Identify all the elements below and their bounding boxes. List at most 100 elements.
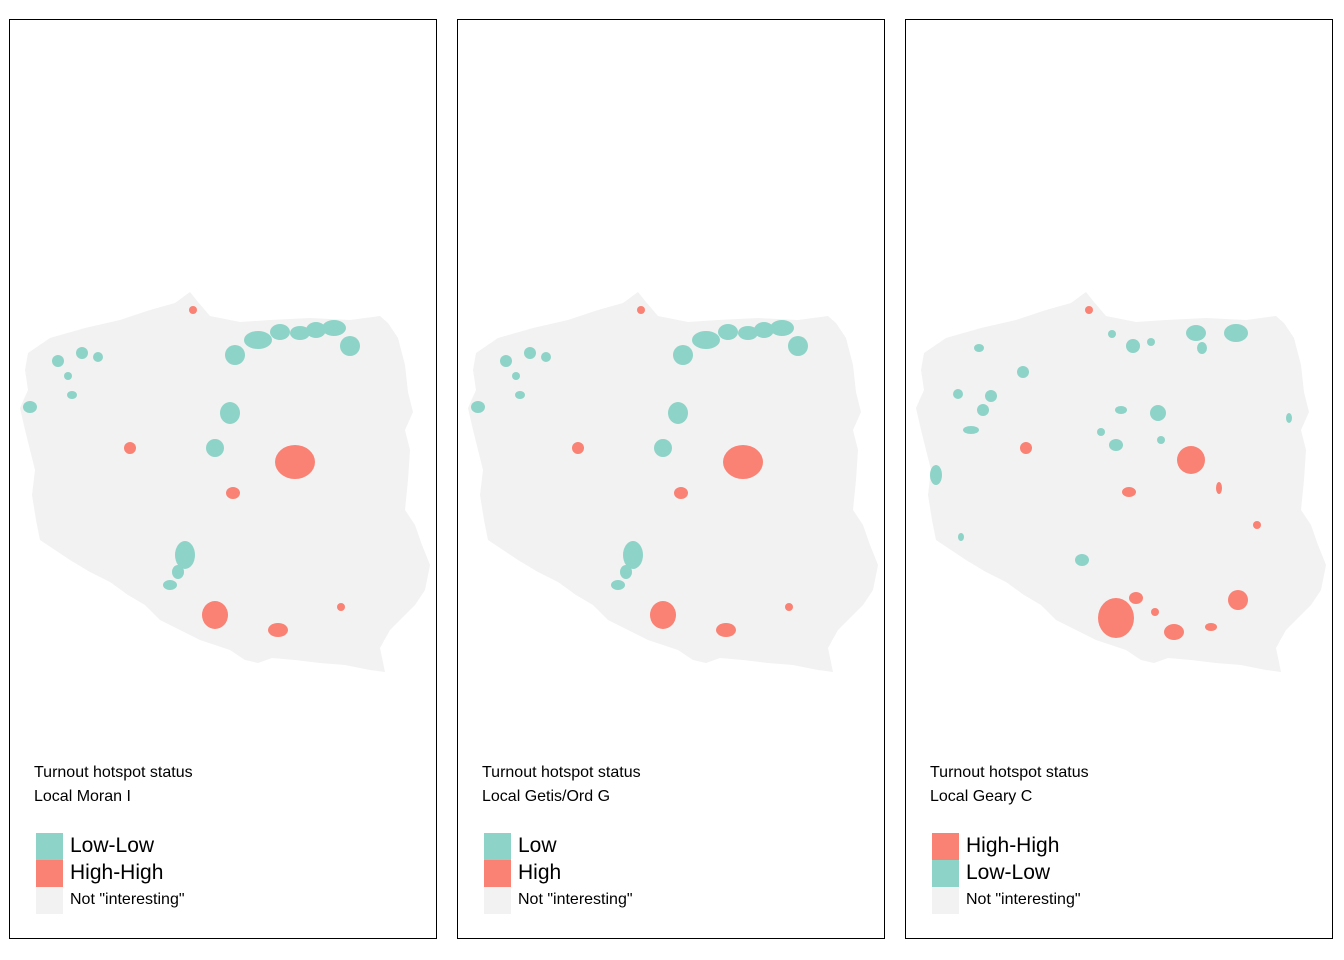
- legend-label: High: [518, 861, 562, 884]
- hotspot-low-region: [985, 390, 997, 402]
- hotspot-low-region: [306, 322, 326, 338]
- legend-swatch: [932, 833, 959, 860]
- hotspot-low-region: [1075, 554, 1089, 566]
- hotspot-low-region: [1197, 342, 1207, 354]
- legend-label: High-High: [966, 834, 1060, 857]
- map-panel-getis-ord: Turnout hotspot status Local Getis/Ord G L…: [457, 19, 885, 939]
- hotspot-high-region: [650, 601, 676, 629]
- legend-swatch: [932, 860, 959, 887]
- hotspot-low-region: [754, 322, 774, 338]
- hotspot-low-region: [623, 541, 643, 569]
- hotspot-low-region: [673, 345, 693, 365]
- legend-item: High-High: [932, 833, 1312, 860]
- hotspot-low-region: [270, 324, 290, 340]
- hotspot-low-region: [1224, 324, 1248, 342]
- hotspot-high-region: [572, 442, 584, 454]
- hotspot-low-region: [1017, 366, 1029, 378]
- hotspot-low-region: [515, 391, 525, 399]
- hotspot-low-region: [524, 347, 536, 359]
- legend-item: High-High: [36, 860, 416, 887]
- hotspot-high-region: [268, 623, 288, 637]
- hotspot-high-region: [1085, 306, 1093, 314]
- country-outline: [20, 292, 430, 672]
- hotspot-low-region: [512, 372, 520, 380]
- choropleth-map: [20, 292, 430, 672]
- hotspot-high-region: [1216, 482, 1222, 494]
- legend-item: High: [484, 860, 864, 887]
- map-panel-geary: Turnout hotspot status Local Geary C High-…: [905, 19, 1333, 939]
- hotspot-low-region: [1109, 439, 1123, 451]
- legend-label: Low: [518, 834, 557, 857]
- hotspot-high-region: [1122, 487, 1136, 497]
- hotspot-low-region: [958, 533, 964, 541]
- hotspot-low-region: [471, 401, 485, 413]
- hotspot-low-region: [172, 565, 184, 579]
- legend-label: Low-Low: [966, 861, 1051, 884]
- legend-title: Turnout hotspot status: [482, 764, 641, 781]
- legend-swatch: [932, 887, 959, 914]
- hotspot-low-region: [770, 320, 794, 336]
- hotspot-low-region: [500, 355, 512, 367]
- choropleth-map: [468, 292, 878, 672]
- hotspot-low-region: [76, 347, 88, 359]
- legend-title: Turnout hotspot status: [930, 764, 1089, 781]
- hotspot-low-region: [977, 404, 989, 416]
- legend-label: Not "interesting": [966, 891, 1081, 908]
- country-outline: [468, 292, 878, 672]
- hotspot-low-region: [64, 372, 72, 380]
- hotspot-low-region: [1115, 406, 1127, 414]
- hotspot-high-region: [1177, 446, 1205, 474]
- hotspot-low-region: [788, 336, 808, 356]
- legend-swatch: [484, 860, 511, 887]
- legend-swatch: [36, 860, 63, 887]
- hotspot-high-region: [1253, 521, 1261, 529]
- hotspot-low-region: [620, 565, 632, 579]
- hotspot-low-region: [1126, 339, 1140, 353]
- legend-item: Not "interesting": [484, 887, 864, 914]
- map-panel-moran: Turnout hotspot status Local Moran I Low-L…: [9, 19, 437, 939]
- hotspot-low-region: [654, 439, 672, 457]
- hotspot-high-region: [202, 601, 228, 629]
- hotspot-low-region: [930, 465, 942, 485]
- hotspot-high-region: [1129, 592, 1143, 604]
- hotspot-low-region: [206, 439, 224, 457]
- hotspot-low-region: [1150, 405, 1166, 421]
- hotspot-high-region: [124, 442, 136, 454]
- legend-item: Not "interesting": [36, 887, 416, 914]
- legend-swatch: [484, 833, 511, 860]
- choropleth-map: [916, 292, 1326, 672]
- hotspot-low-region: [220, 402, 240, 424]
- legend-swatch: [484, 887, 511, 914]
- hotspot-low-region: [163, 580, 177, 590]
- legend-label: High-High: [70, 861, 164, 884]
- hotspot-low-region: [963, 426, 979, 434]
- hotspot-low-region: [1286, 413, 1292, 423]
- country-outline: [916, 292, 1326, 672]
- hotspot-low-region: [290, 326, 310, 340]
- hotspot-high-region: [1205, 623, 1217, 631]
- hotspot-high-region: [723, 445, 763, 479]
- hotspot-low-region: [1108, 330, 1116, 338]
- hotspot-low-region: [322, 320, 346, 336]
- hotspot-high-region: [275, 445, 315, 479]
- hotspot-high-region: [189, 306, 197, 314]
- hotspot-low-region: [23, 401, 37, 413]
- hotspot-low-region: [225, 345, 245, 365]
- legend-subtitle: Local Getis/Ord G: [482, 788, 611, 805]
- hotspot-high-region: [226, 487, 240, 499]
- hotspot-high-region: [716, 623, 736, 637]
- hotspot-low-region: [974, 344, 984, 352]
- legend-title: Turnout hotspot status: [34, 764, 193, 781]
- hotspot-low-region: [953, 389, 963, 399]
- hotspot-low-region: [541, 352, 551, 362]
- hotspot-low-region: [340, 336, 360, 356]
- hotspot-low-region: [1157, 436, 1165, 444]
- hotspot-low-region: [738, 326, 758, 340]
- legend-label: Low-Low: [70, 834, 155, 857]
- hotspot-low-region: [692, 331, 720, 349]
- hotspot-high-region: [674, 487, 688, 499]
- hotspot-low-region: [52, 355, 64, 367]
- hotspot-low-region: [611, 580, 625, 590]
- legend-label: Not "interesting": [518, 891, 633, 908]
- legend-item: Not "interesting": [932, 887, 1312, 914]
